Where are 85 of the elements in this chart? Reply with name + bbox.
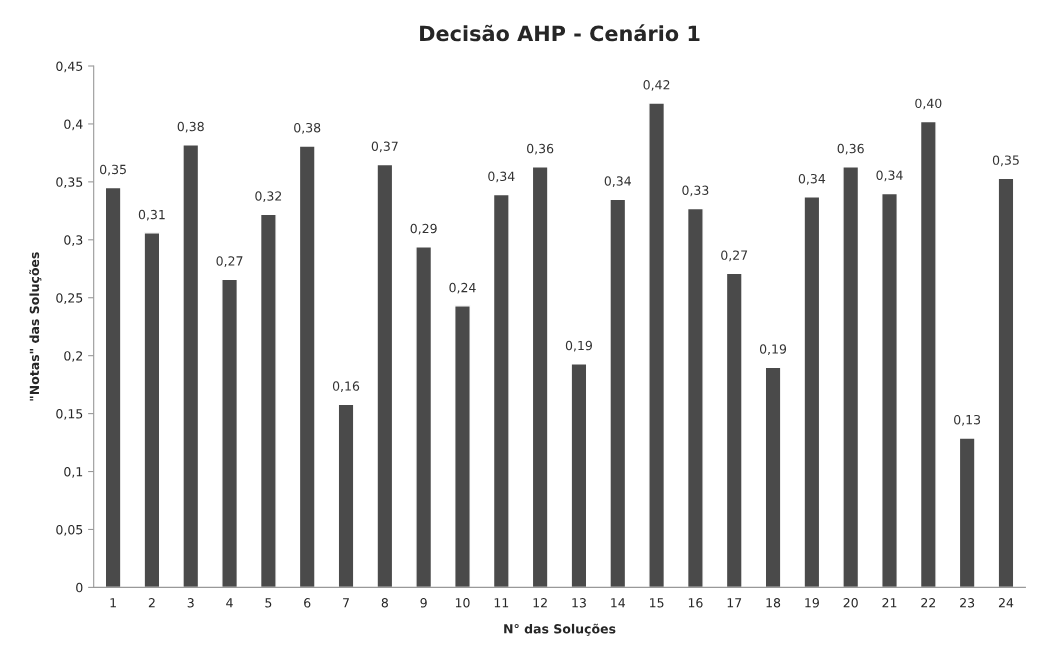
- y-axis-title: "Notas" das Soluções: [29, 252, 42, 401]
- x-tick-label: 16: [688, 598, 703, 608]
- x-tick-label: 2: [148, 598, 155, 608]
- bar: [958, 437, 976, 588]
- bar: [337, 403, 355, 588]
- x-tick-label: 1: [110, 598, 116, 608]
- data-label: 0,35: [992, 155, 1019, 167]
- bar: [221, 278, 239, 588]
- x-tick-label: 22: [921, 598, 936, 608]
- data-label: 0,34: [876, 170, 903, 182]
- x-tick-label: 13: [572, 598, 586, 608]
- bar: [570, 363, 588, 588]
- y-tick-label: 0,15: [56, 409, 83, 420]
- bar: [104, 186, 122, 588]
- data-label: 0,38: [294, 122, 321, 134]
- data-label: 0,24: [449, 282, 476, 294]
- y-tick-label: 0,1: [64, 467, 83, 478]
- data-label: 0,16: [332, 381, 360, 393]
- bar: [686, 207, 704, 588]
- data-label: 0,36: [837, 143, 864, 155]
- bar: [259, 213, 277, 588]
- data-label: 0,34: [798, 173, 826, 185]
- data-label: 0,19: [759, 344, 787, 355]
- y-tick-label: 0,05: [56, 524, 83, 536]
- data-label: 0,27: [216, 256, 243, 267]
- x-tick-label: 12: [533, 598, 547, 608]
- x-tick-label: 9: [420, 598, 427, 608]
- bar: [454, 305, 471, 588]
- y-tick-label: 0,35: [56, 177, 83, 189]
- x-tick-label: 18: [766, 598, 781, 608]
- x-tick-label: 3: [187, 598, 194, 608]
- data-label: 0,38: [177, 121, 204, 133]
- data-label: 0,42: [643, 80, 670, 91]
- chart-title: Decisão AHP - Cenário 1: [420, 24, 700, 42]
- data-label: 0,32: [255, 191, 282, 203]
- x-tick-label: 8: [381, 598, 388, 608]
- bar: [881, 192, 898, 588]
- y-tick-label: 0,4: [64, 119, 83, 131]
- bar: [609, 198, 627, 588]
- data-label: 0,36: [527, 143, 554, 155]
- x-tick-label: 14: [611, 598, 626, 608]
- data-label: 0,34: [604, 176, 631, 187]
- data-label: 0,33: [682, 185, 709, 197]
- data-label: 0,34: [488, 171, 515, 183]
- bar: [725, 272, 743, 588]
- bar: [492, 193, 510, 588]
- bar: [764, 366, 782, 588]
- data-label: 0,37: [371, 141, 398, 153]
- y-tick-label: 0,25: [56, 293, 83, 304]
- bar: [997, 177, 1015, 588]
- bar: [415, 246, 433, 588]
- data-label: 0,13: [954, 414, 981, 426]
- data-label: 0,35: [100, 164, 126, 176]
- x-tick-label: 19: [805, 598, 819, 608]
- bar: [531, 166, 549, 588]
- x-tick-label: 20: [843, 598, 858, 608]
- y-tick-label: 0,45: [56, 61, 83, 73]
- x-tick-label: 24: [998, 598, 1014, 608]
- bar: [803, 196, 821, 588]
- x-tick-label: 7: [343, 598, 349, 608]
- bar: [182, 144, 200, 588]
- data-label: 0,31: [138, 209, 165, 221]
- x-tick-label: 11: [494, 598, 509, 608]
- bar: [648, 102, 666, 588]
- x-tick-label: 5: [265, 598, 272, 608]
- x-axis-title: N° das Soluções: [504, 623, 616, 636]
- x-tick-label: 6: [304, 598, 311, 608]
- y-tick-label: 0,2: [64, 351, 83, 362]
- y-tick-label: 0,3: [64, 235, 83, 246]
- bar: [143, 232, 161, 588]
- y-tick-label: 0: [76, 582, 83, 593]
- data-label: 0,19: [565, 340, 592, 352]
- data-label: 0,29: [410, 223, 437, 235]
- x-tick-label: 15: [650, 598, 664, 608]
- x-tick-label: 17: [727, 598, 742, 608]
- x-tick-label: 4: [226, 598, 233, 608]
- bar: [298, 145, 316, 588]
- bar: [919, 120, 937, 588]
- bar: [842, 166, 860, 588]
- bar: [376, 163, 394, 588]
- data-label: 0,27: [721, 250, 748, 262]
- x-tick-label: 10: [455, 598, 470, 608]
- x-tick-label: 23: [960, 598, 975, 608]
- data-label: 0,40: [915, 98, 942, 110]
- x-tick-label: 21: [882, 598, 897, 608]
